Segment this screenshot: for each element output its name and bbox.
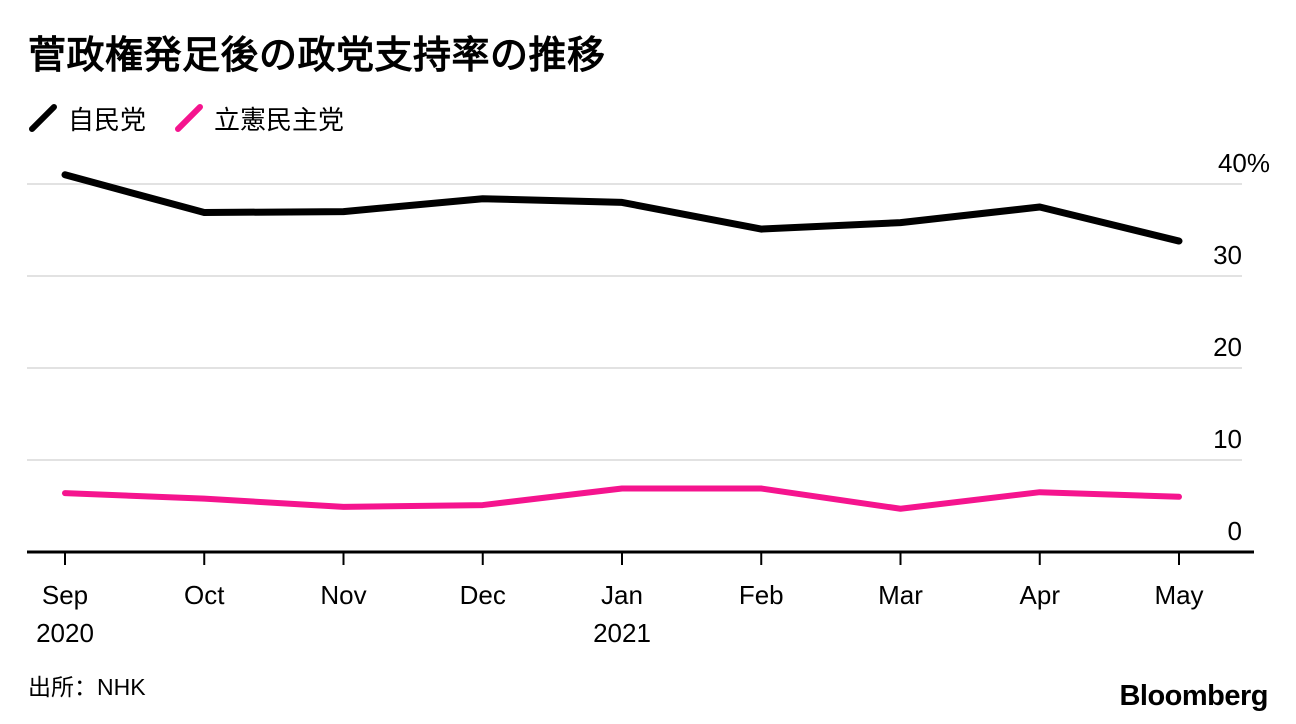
- series-line-ldp: [61, 171, 1183, 245]
- legend-line-swatch-icon: [175, 104, 204, 132]
- source-note: 出所：NHK: [28, 674, 146, 700]
- y-axis-tick-label: 40%: [1218, 148, 1270, 178]
- x-axis-month-label: Dec: [460, 580, 506, 610]
- legend-swatch-stroke: [29, 104, 57, 132]
- legend-label-ldp: 自民党: [68, 104, 147, 135]
- x-axis-month-label: Nov: [320, 580, 366, 610]
- legend-item-ldp: 自民党: [28, 100, 146, 137]
- legend-label-cdp: 立憲民主党: [214, 104, 345, 135]
- legend: 自民党 立憲民主党: [28, 100, 344, 136]
- bloomberg-logo: Bloomberg: [1119, 680, 1268, 712]
- y-axis-tick-label: 10: [1213, 424, 1242, 454]
- x-axis-month-label: Oct: [184, 580, 225, 610]
- y-axis-tick-label: 20: [1213, 332, 1242, 362]
- legend-line-swatch-icon: [29, 104, 57, 132]
- y-axis-tick-label: 0: [1228, 516, 1242, 546]
- x-axis-year-label: 2021: [593, 618, 651, 648]
- x-axis-month-label: Mar: [878, 580, 923, 610]
- x-axis-month-label: May: [1154, 580, 1203, 610]
- series-line-cdp: [62, 485, 1182, 512]
- x-axis-month-label: Feb: [739, 580, 784, 610]
- x-axis-year-label: 2020: [36, 618, 94, 648]
- legend-item-cdp: 立憲民主党: [174, 100, 344, 137]
- legend-swatch-stroke: [175, 104, 204, 132]
- y-axis-tick-label: 30: [1213, 240, 1242, 270]
- x-axis-month-label: Sep: [42, 580, 88, 610]
- x-axis-month-label: Jan: [601, 580, 643, 610]
- chart-title: 菅政権発足後の政党支持率の推移: [28, 35, 606, 77]
- x-axis-month-label: Apr: [1020, 580, 1061, 610]
